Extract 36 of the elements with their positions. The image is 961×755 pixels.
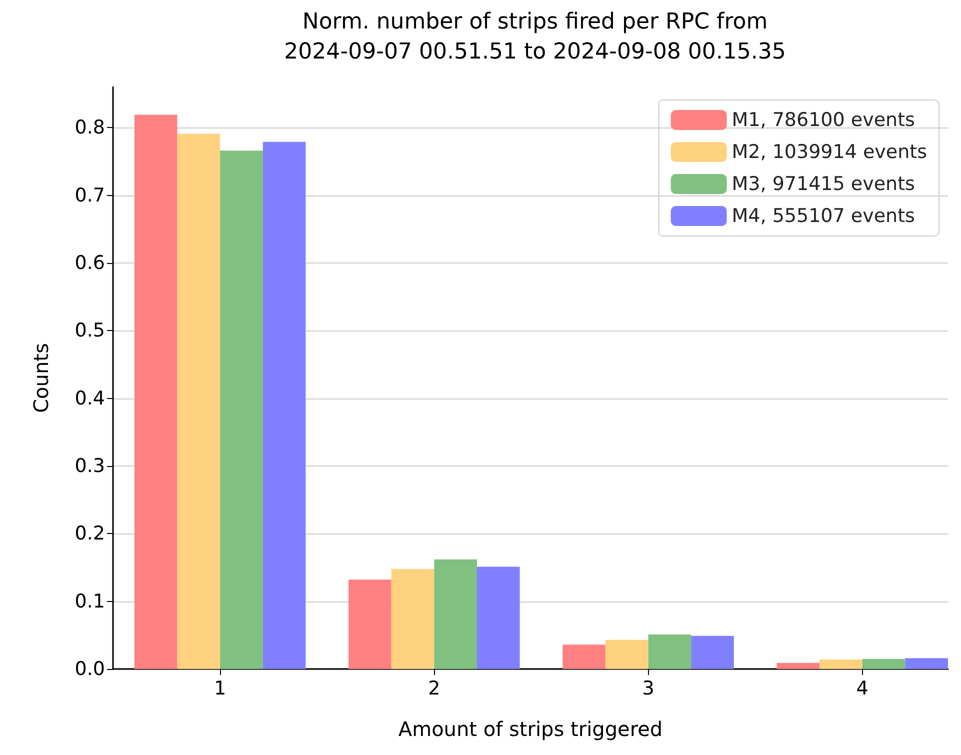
bar	[434, 559, 477, 669]
y-axis-title: Counts	[29, 343, 53, 413]
y-tick-label: 0.0	[74, 658, 105, 680]
legend-label: M4, 555107 events	[732, 205, 915, 227]
legend-label: M2, 1039914 events	[732, 141, 927, 163]
legend-label: M3, 971415 events	[732, 173, 915, 195]
bar	[605, 640, 648, 669]
chart-title: Norm. number of strips fired per RPC from 2024-09-07 00.51.51 to 2024-09-08 00.15.35	[284, 10, 786, 64]
bar	[348, 580, 392, 669]
bar	[905, 658, 948, 669]
y-tick-label: 0.3	[74, 454, 105, 477]
x-tick-label: 2	[428, 678, 440, 700]
y-tick-label: 0.7	[74, 184, 105, 206]
bar	[862, 658, 906, 669]
x-axis-title: Amount of strips triggered	[398, 717, 663, 741]
bar	[177, 134, 220, 669]
y-tick-label: 0.5	[74, 320, 105, 342]
bar	[262, 142, 306, 669]
x-tick-label: 1	[214, 678, 226, 700]
bar	[220, 150, 263, 669]
legend-label: M1, 786100 events	[732, 109, 915, 131]
x-tick-label: 4	[856, 678, 868, 700]
y-tick-label: 0.1	[74, 590, 105, 612]
bar	[562, 644, 606, 669]
bar	[476, 566, 520, 669]
bar	[776, 662, 820, 669]
bar	[391, 568, 434, 669]
y-tick-label: 0.2	[74, 522, 105, 545]
y-tick-label: 0.4	[74, 387, 105, 410]
bar	[820, 660, 862, 669]
bar	[691, 636, 734, 669]
y-tick-label: 0.6	[74, 252, 105, 274]
bar	[648, 634, 692, 669]
x-tick-label: 3	[642, 678, 654, 700]
bar	[134, 114, 178, 669]
y-tick-label: 0.8	[74, 116, 105, 139]
